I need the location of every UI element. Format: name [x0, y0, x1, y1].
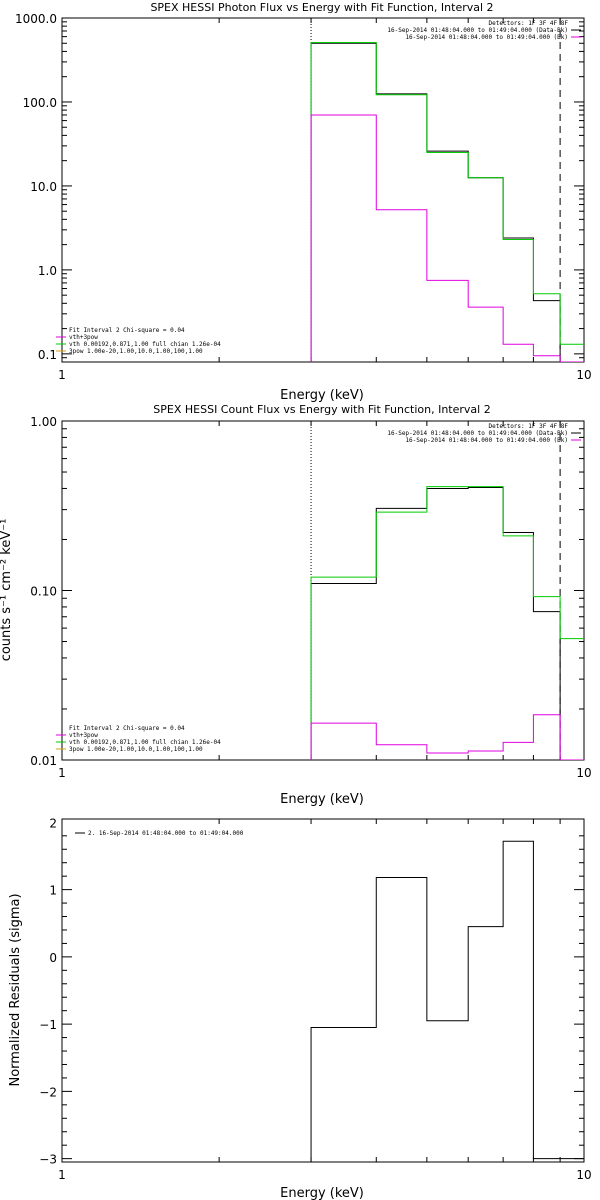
- photon-flux-panel: SPEX HESSI Photon Flux vs Energy with Fi…: [15, 1, 592, 403]
- x-tick-label: 1: [58, 766, 66, 780]
- y-tick-label: 0: [49, 951, 57, 965]
- series-line-1: [310, 42, 584, 362]
- legend-text: 16-Sep-2014 01:48:04.000 to 01:49:04.000…: [405, 437, 568, 444]
- y-tick-label: 1: [49, 884, 57, 898]
- legend-text: vth 0.00192,0.871,1.00 full chian 1.26e-…: [69, 739, 221, 746]
- series-line-0: [310, 487, 584, 760]
- plot-frame: [61, 818, 585, 1163]
- x-tick-label: 10: [576, 766, 591, 780]
- legend-text: vth+3pow: [69, 732, 98, 739]
- legend-text: Fit Interval 2 Chi-square = 0.04: [69, 327, 185, 334]
- legend-text: 16-Sep-2014 01:48:04.000 to 01:49:04.000…: [387, 430, 568, 437]
- residuals-panel: Energy (keV) Normalized Residuals (sigma…: [8, 816, 592, 1200]
- plot-frame: [61, 17, 585, 363]
- plot-frame: [61, 420, 585, 761]
- legend-text: 16-Sep-2014 01:48:04.000 to 01:49:04.000…: [405, 34, 568, 41]
- legend-text: 3pow 1.00e-20,1.00,10.0,1.00,100,1.00: [69, 746, 203, 753]
- legend-text: vth+3pow: [69, 334, 98, 341]
- y-tick-label: 1.00: [30, 415, 57, 429]
- y-tick-label: 1.0: [38, 264, 57, 278]
- series-group: [310, 486, 584, 760]
- legend-text: 3pow 1.00e-20,1.00,10.0,1.00,100,1.00: [69, 348, 203, 355]
- y-tick-label: −3: [39, 1153, 57, 1167]
- y-tick-label: 0.10: [30, 585, 57, 599]
- y-tick-label: 2: [49, 816, 57, 830]
- count-flux-panel: SPEX HESSI Count Flux vs Energy with Fit…: [0, 403, 592, 807]
- x-axis-label: Energy (keV): [280, 792, 364, 807]
- y-tick-label: 10.0: [30, 180, 57, 194]
- series-line-1: [310, 486, 584, 760]
- series-line-2: [310, 714, 584, 760]
- legend-text: Detectors: 1F 3F 4F 8F: [489, 20, 569, 27]
- x-tick-label: 1: [58, 1168, 66, 1182]
- legend-text: 2. 16-Sep-2014 01:48:04.000 to 01:49:04.…: [88, 830, 244, 837]
- y-tick-label: 100.0: [23, 96, 57, 110]
- legend-text: Fit Interval 2 Chi-square = 0.04: [69, 725, 185, 732]
- y-tick-label: 1000.0: [15, 12, 57, 26]
- series-line-2: [310, 114, 584, 362]
- series-group: [310, 42, 584, 362]
- y-tick-label: −1: [39, 1018, 57, 1032]
- chart-title: SPEX HESSI Photon Flux vs Energy with Fi…: [150, 1, 493, 14]
- legend-text: 16-Sep-2014 01:48:04.000 to 01:49:04.000…: [387, 27, 568, 34]
- legend-text: vth 0.00192,0.871,1.00 full chian 1.26e-…: [69, 341, 221, 348]
- y-tick-label: −2: [39, 1085, 57, 1099]
- chart-title: SPEX HESSI Count Flux vs Energy with Fit…: [153, 403, 490, 416]
- y-tick-label: 0.1: [38, 348, 57, 362]
- series-group: [310, 840, 584, 1162]
- x-tick-label: 10: [576, 368, 591, 382]
- x-tick-label: 10: [576, 1168, 591, 1182]
- series-line-0: [310, 840, 584, 1162]
- x-axis-label: Energy (keV): [280, 1186, 364, 1200]
- y-axis-label: Normalized Residuals (sigma): [8, 893, 23, 1086]
- legend-text: Detectors: 1F 3F 4F 8F: [489, 423, 569, 430]
- x-axis-label: Energy (keV): [280, 388, 364, 403]
- x-tick-label: 1: [58, 368, 66, 382]
- y-axis-label: counts s⁻¹ cm⁻² keV⁻¹: [0, 519, 14, 662]
- y-tick-label: 0.01: [30, 754, 57, 768]
- series-line-0: [310, 42, 584, 362]
